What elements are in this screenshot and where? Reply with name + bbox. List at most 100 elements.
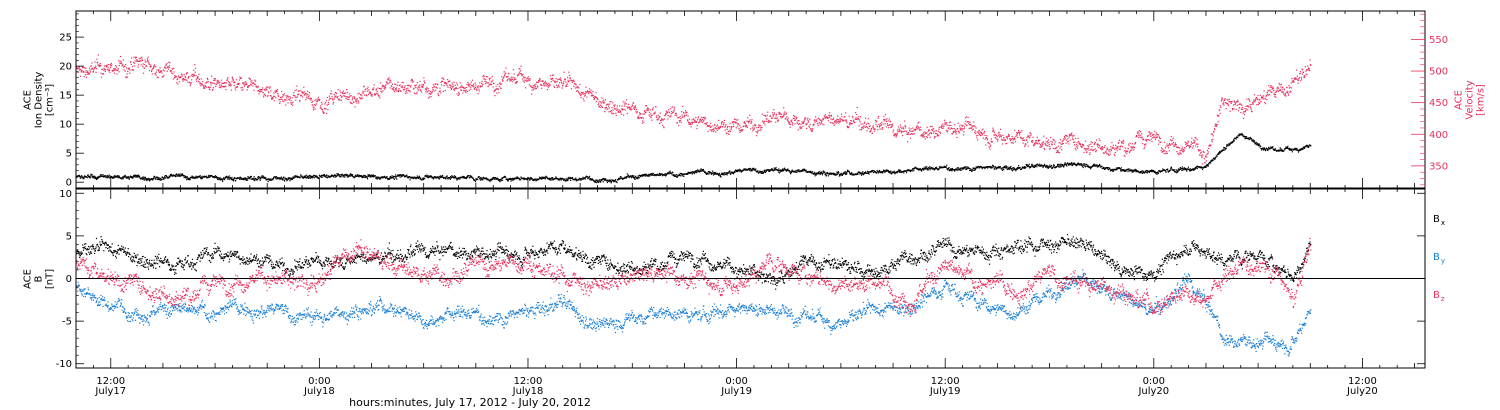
top-data-point — [577, 90, 579, 92]
top-data-point — [735, 169, 737, 171]
top-data-point — [267, 178, 269, 180]
top-data-point — [759, 127, 761, 129]
top-data-point — [561, 87, 563, 89]
top-data-point — [566, 85, 568, 88]
top-data-point — [912, 127, 914, 129]
top-data-point — [665, 174, 667, 176]
top-data-point — [650, 117, 652, 119]
top-data-point — [925, 136, 927, 138]
top-data-point — [785, 117, 787, 120]
top-data-point — [431, 92, 433, 94]
top-data-point — [587, 177, 589, 179]
top-data-point — [1309, 64, 1311, 66]
top-data-point — [289, 99, 291, 101]
top-data-point — [346, 89, 348, 91]
top-data-point — [731, 126, 733, 128]
top-data-point — [1061, 141, 1063, 143]
top-data-point — [1186, 143, 1188, 145]
top-data-point — [1293, 81, 1295, 83]
top-data-point — [676, 122, 678, 124]
top-data-point — [699, 120, 701, 122]
top-data-point — [1045, 137, 1048, 139]
top-data-point — [702, 169, 704, 172]
top-data-point — [281, 177, 283, 179]
top-data-point — [374, 93, 376, 95]
top-data-point — [812, 127, 814, 129]
top-data-point — [142, 63, 144, 65]
top-data-point — [1127, 150, 1129, 152]
top-data-point — [254, 83, 256, 85]
top-data-point — [797, 120, 799, 122]
top-data-point — [838, 119, 840, 121]
top-data-point — [871, 127, 873, 129]
top-data-point — [603, 178, 605, 180]
top-data-point — [617, 179, 619, 181]
top-data-point — [188, 178, 190, 180]
top-data-point — [79, 176, 81, 178]
top-data-point — [761, 113, 763, 115]
top-data-point — [999, 133, 1001, 135]
top-data-point — [557, 84, 560, 86]
top-data-point — [570, 179, 572, 181]
top-data-point — [554, 178, 556, 180]
top-data-point — [407, 89, 409, 91]
top-data-point — [117, 176, 119, 178]
top-data-point — [119, 60, 121, 62]
top-data-point — [1113, 153, 1115, 155]
top-data-point — [224, 177, 226, 179]
top-data-point — [235, 86, 237, 88]
top-data-point — [92, 68, 94, 70]
top-data-point — [81, 66, 83, 68]
top-data-point — [700, 119, 703, 121]
top-data-point — [846, 122, 848, 124]
top-data-point — [1166, 152, 1168, 154]
top-data-point — [225, 176, 227, 178]
top-data-point — [1096, 145, 1098, 147]
top-data-point — [281, 178, 283, 180]
top-data-point — [195, 79, 197, 81]
top-data-point — [95, 178, 98, 181]
top-data-point — [971, 129, 973, 131]
top-data-point — [518, 67, 520, 70]
top-data-point — [631, 104, 633, 106]
top-data-point — [740, 171, 742, 173]
top-data-point — [651, 174, 653, 176]
top-data-point — [126, 76, 129, 78]
top-data-point — [219, 178, 221, 180]
top-data-point — [1161, 151, 1163, 153]
top-data-point — [1297, 79, 1299, 81]
top-data-point — [433, 177, 435, 179]
top-data-point — [191, 175, 193, 177]
top-data-point — [403, 175, 405, 177]
top-data-point — [410, 85, 412, 87]
top-data-point — [391, 177, 393, 179]
top-data-point — [598, 105, 600, 107]
top-data-point — [356, 98, 358, 100]
top-data-point — [450, 88, 452, 90]
top-data-point — [1124, 155, 1126, 157]
top-data-point — [1066, 141, 1069, 143]
top-data-point — [721, 172, 723, 174]
top-data-point — [195, 175, 197, 177]
top-data-point — [345, 96, 347, 98]
top-data-point — [638, 117, 640, 119]
top-data-point — [713, 173, 715, 176]
top-data-point — [782, 115, 784, 118]
top-data-point — [452, 84, 454, 86]
top-data-point — [1221, 97, 1223, 99]
top-data-point — [877, 117, 879, 119]
top-data-point — [1110, 149, 1113, 151]
top-data-point — [439, 90, 441, 92]
top-data-point — [342, 92, 344, 95]
top-data-point — [499, 82, 501, 84]
top-data-point — [1087, 147, 1089, 150]
top-data-point — [152, 68, 154, 70]
top-data-point — [1109, 149, 1111, 151]
top-data-point — [668, 112, 670, 114]
top-data-point — [1283, 93, 1285, 95]
top-data-point — [837, 118, 839, 121]
top-data-point — [685, 112, 687, 114]
top-data-point — [827, 117, 829, 119]
top-data-point — [639, 112, 641, 114]
top-data-point — [583, 95, 586, 97]
